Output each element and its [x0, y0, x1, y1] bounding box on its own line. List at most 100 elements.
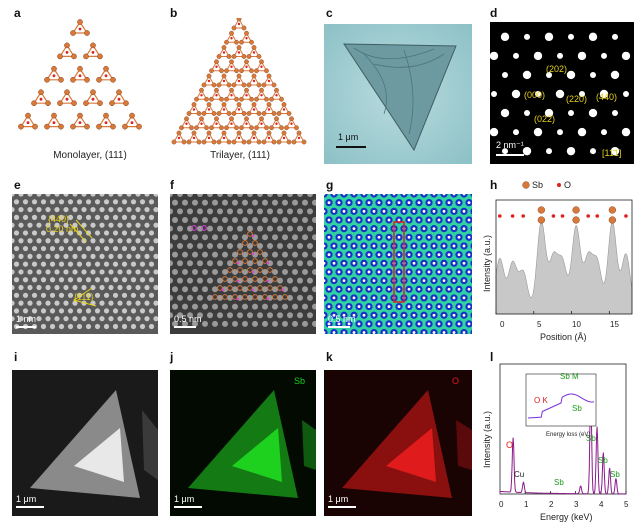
lattice-atom — [177, 242, 183, 249]
lattice-atom — [227, 225, 233, 232]
lattice-core — [457, 253, 461, 257]
lattice-atom — [130, 261, 137, 267]
lattice-atom — [76, 308, 83, 314]
lattice-atom — [49, 245, 56, 252]
sb-unit — [180, 117, 193, 129]
lattice-atom — [90, 238, 96, 244]
sb-atom — [234, 125, 239, 131]
lattice-atom — [63, 238, 69, 244]
lattice-core — [367, 287, 371, 291]
peak-cu: Cu — [514, 470, 525, 479]
lattice-atom — [237, 242, 243, 249]
intensity-area — [495, 220, 633, 315]
lattice-atom — [40, 292, 47, 298]
sb-atom — [231, 25, 237, 31]
sb-atom — [286, 111, 292, 116]
lattice-atom — [470, 294, 472, 301]
o-atom — [252, 108, 256, 111]
lattice-core — [337, 201, 341, 205]
sb-atom — [284, 125, 289, 131]
h-xtick-0: 0 — [500, 320, 505, 329]
sb-atom — [176, 130, 182, 136]
lattice-atom — [470, 329, 472, 334]
lattice-atom — [148, 261, 155, 267]
sb-atom — [221, 102, 227, 107]
lattice-core — [337, 235, 341, 239]
lattice-atom — [324, 259, 328, 267]
lattice-core — [397, 235, 401, 239]
sb-atom — [122, 123, 128, 130]
lattice-atom — [257, 260, 263, 267]
lattice-atom — [197, 312, 203, 319]
lattice-core — [352, 331, 356, 334]
sb-atom — [271, 111, 277, 116]
lattice-core — [442, 331, 446, 334]
sb-atom — [269, 125, 274, 131]
diffraction-spot — [522, 70, 532, 80]
sb-atom — [259, 59, 264, 65]
lattice-atom — [232, 268, 238, 275]
sb-atom — [71, 53, 77, 60]
lattice-atom — [148, 277, 155, 283]
panel-b-label: b — [170, 6, 178, 20]
lattice-atom — [139, 277, 146, 283]
o-atom — [267, 136, 271, 140]
diffraction-spot — [610, 70, 620, 80]
sb-unit — [240, 60, 253, 72]
lattice-atom — [170, 242, 173, 249]
lattice-atom — [410, 194, 418, 198]
lattice-atom — [144, 284, 150, 291]
panel-f: f 0.5 nm — [160, 172, 318, 342]
lattice-atom — [90, 316, 96, 322]
lattice-atom — [324, 277, 328, 285]
lattice-core — [452, 244, 456, 248]
lattice-atom — [67, 277, 74, 283]
lattice-core — [462, 261, 466, 265]
lattice-atom — [27, 222, 33, 228]
diffraction-spot — [535, 91, 541, 97]
lattice-atom — [139, 230, 146, 236]
sb-overlay — [252, 294, 258, 300]
lattice-atom — [350, 194, 358, 198]
lattice-atom — [217, 208, 223, 215]
lattice-core — [327, 201, 331, 205]
lattice-core — [324, 194, 326, 196]
lattice-atom — [202, 303, 208, 310]
lattice-atom — [18, 194, 24, 197]
sb-atom — [301, 139, 307, 145]
panel-a-caption: Monolayer, (111) — [53, 150, 127, 161]
lattice-atom — [67, 292, 74, 298]
zone-axis: [11̄1] — [602, 148, 622, 158]
peak-sb-5: Sb — [554, 478, 564, 487]
lattice-core — [372, 244, 376, 248]
lattice-atom — [139, 292, 146, 298]
sb-atom — [281, 130, 287, 136]
lattice-core — [357, 253, 361, 257]
lattice-atom — [94, 261, 101, 267]
lattice-core — [407, 253, 411, 257]
lattice-atom — [302, 320, 308, 327]
sb-atom — [216, 139, 222, 145]
sb-atom — [221, 130, 227, 136]
sb-unit — [293, 131, 305, 143]
lattice-atom — [22, 214, 29, 220]
lattice-core — [357, 218, 361, 222]
sb-atom — [239, 125, 244, 131]
lattice-atom — [31, 261, 38, 267]
lattice-atom — [49, 277, 56, 283]
lattice-atom — [76, 199, 83, 205]
lattice-atom — [324, 242, 328, 250]
lattice-core — [342, 194, 346, 196]
sb-atom — [231, 139, 237, 145]
diffraction-spot — [524, 110, 530, 117]
lattice-atom — [13, 230, 20, 236]
o-marker — [560, 214, 565, 218]
o-marker — [624, 214, 628, 218]
lattice-atom — [103, 292, 110, 298]
sb-unit — [218, 46, 230, 57]
lattice-atom — [292, 251, 298, 258]
lattice-atom — [400, 194, 408, 198]
lattice-atom — [222, 234, 228, 241]
lattice-atom — [117, 269, 123, 275]
lattice-atom — [324, 207, 328, 215]
